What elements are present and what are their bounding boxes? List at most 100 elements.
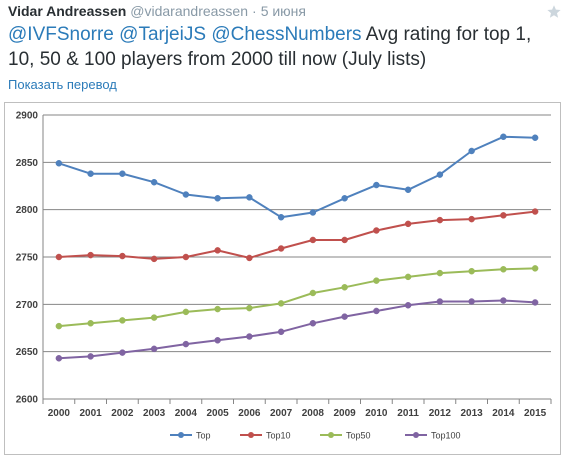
data-point-top [436,171,444,178]
data-point-top100 [246,333,253,340]
data-point-top50 [531,265,539,272]
legend-label-top100: Top100 [431,431,461,441]
data-point-top100 [55,355,63,362]
data-point-top [277,213,285,221]
legend-label-top10: Top10 [266,431,291,441]
data-point-top10 [182,253,190,261]
data-point-top100 [214,337,221,344]
data-point-top50 [309,289,317,297]
tweet-header: Vidar Andreassen @vidarandreassen · 5 ию… [8,3,306,23]
data-point-top [87,170,94,177]
data-point-top50 [500,266,507,273]
data-point-top10 [87,251,94,259]
data-point-top50 [150,314,158,321]
data-point-top10 [341,236,348,244]
line-chart: 2600 2650 2700 2750 2800 2850 2900 2000 2001 2002… [16,111,552,441]
data-point-top [341,195,348,202]
data-point-top [404,186,412,194]
data-point-top50 [468,267,475,275]
legend-marker-top50 [328,432,334,438]
data-point-top50 [404,273,412,281]
legend-marker-top10 [248,432,254,438]
x-tick-label: 2001 [80,408,103,419]
data-point-top10 [309,236,317,244]
legend-marker-top100 [413,432,419,438]
data-point-top50 [182,308,190,316]
data-point-top [468,147,475,155]
data-point-top10 [500,212,507,219]
data-point-top100 [531,299,539,306]
data-point-top50 [277,300,285,307]
mention-chessnumbers[interactable]: @ChessNumbers [211,24,362,45]
y-tick-label: 2750 [16,253,39,264]
data-point-top10 [277,245,285,252]
author-handle[interactable]: @vidarandreassen [130,3,249,19]
x-tick-label: 2010 [365,408,388,419]
y-tick-label: 2850 [16,158,39,169]
legend-marker-top [178,432,184,438]
data-point-top [373,181,380,189]
data-point-top100 [277,328,285,336]
x-tick-label: 2002 [111,408,134,419]
y-tick-label: 2900 [16,111,39,122]
x-tick-label: 2000 [48,408,71,419]
data-point-top10 [55,253,63,261]
x-tick-label: 2007 [270,408,293,419]
data-point-top [150,178,158,186]
data-point-top100 [468,298,475,305]
data-point-top [500,133,507,141]
data-point-top100 [309,320,317,327]
series-line-top50 [58,267,536,328]
data-point-top [309,209,317,216]
data-point-top [246,194,253,201]
chart-image[interactable]: 2600 2650 2700 2750 2800 2850 2900 2000 2001 2002… [4,102,561,455]
x-tick-label: 2012 [429,408,452,419]
tweet-text: @IVFSnorre @TarjeiJS @ChessNumbers Avg r… [8,22,553,72]
series-line-top100 [58,299,536,360]
data-point-top [182,191,190,198]
series-line-top10 [58,210,536,260]
series-line-top [58,135,536,219]
data-point-top100 [404,302,412,309]
data-point-top50 [246,304,253,312]
x-tick-label: 2008 [302,408,325,419]
data-point-top100 [500,297,507,304]
data-point-top10 [246,254,253,262]
x-tick-label: 2014 [492,408,515,419]
tweet-date[interactable]: 5 июня [260,3,306,19]
header-separator: · [252,3,257,19]
data-point-top50 [341,284,348,291]
mention-ivfsnorre[interactable]: @IVFSnorre [8,24,114,45]
star-icon[interactable] [546,4,562,20]
data-point-top [55,160,63,167]
x-tick-label: 2013 [461,408,484,419]
data-point-top50 [373,277,380,284]
data-point-top50 [87,320,94,327]
x-tick-label: 2006 [238,408,261,419]
author-name[interactable]: Vidar Andreassen [8,3,127,19]
data-point-top50 [119,317,126,324]
data-point-top10 [150,255,158,263]
data-point-top100 [119,349,126,356]
data-point-top100 [341,313,348,320]
translate-link[interactable]: Показать перевод [8,77,117,92]
data-point-top10 [214,247,221,254]
data-point-top100 [373,307,380,315]
data-point-top [214,195,221,202]
x-tick-label: 2005 [207,408,230,419]
legend-label-top50: Top50 [346,431,371,441]
y-tick-label: 2800 [16,205,39,216]
y-tick-label: 2700 [16,300,39,311]
data-point-top10 [468,215,475,223]
tweet-body-text: Avg rating for top 1, 10, 50 & 100 playe… [8,24,532,70]
x-tick-label: 2004 [175,408,198,419]
data-point-top10 [531,208,539,215]
data-point-top100 [87,353,94,360]
mention-tarjeijs[interactable]: @TarjeiJS [119,24,207,45]
data-point-top100 [436,298,444,305]
data-point-top [119,170,126,177]
data-point-top50 [55,322,63,330]
x-tick-label: 2011 [397,408,419,419]
data-point-top10 [436,216,444,224]
data-point-top100 [182,340,190,348]
